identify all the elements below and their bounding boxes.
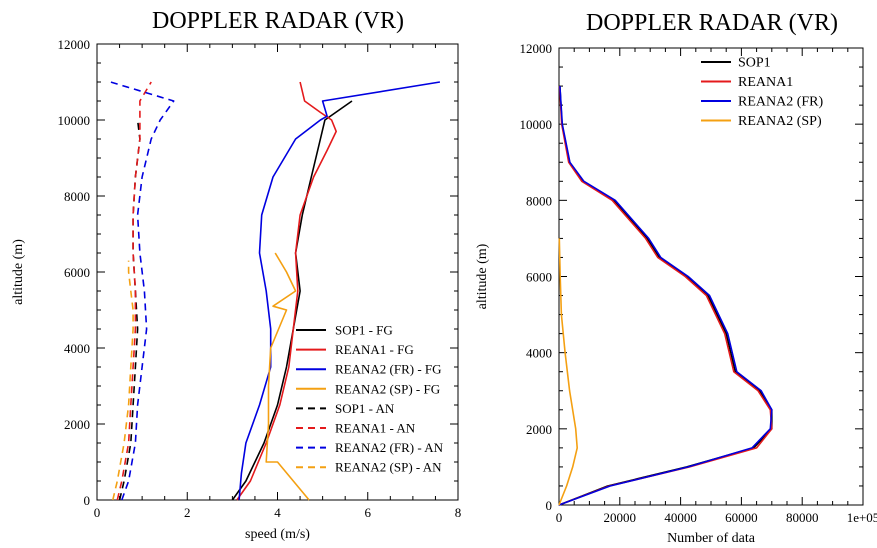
x-tick-label: 40000 <box>664 510 697 525</box>
x-tick-label: 80000 <box>786 510 819 525</box>
legend-label: REANA2 (FR) - AN <box>335 440 444 455</box>
right-chart-panel: DOPPLER RADAR (VR)0 20000 40000 60000 80000 1… <box>475 10 877 546</box>
series-line-reana2-fr-fg <box>238 81 441 501</box>
x-tick-label: 8 <box>455 505 462 520</box>
legend-label: REANA2 (SP) - AN <box>335 460 442 475</box>
y-tick-label: 8000 <box>526 193 552 208</box>
series-line-reana2-sp-fg <box>265 252 310 501</box>
y-tick-label: 0 <box>84 493 91 508</box>
series-line-sop1-an <box>118 119 141 501</box>
y-tick-label: 8000 <box>64 189 90 204</box>
chart-title: DOPPLER RADAR (VR) <box>152 8 404 34</box>
legend-label: REANA2 (SP) - FG <box>335 381 440 396</box>
legend-label: SOP1 - FG <box>335 323 393 338</box>
series-line-sop1 <box>558 86 773 506</box>
x-axis-label: Number of data <box>667 531 756 546</box>
series-line-reana2-sp <box>558 238 579 506</box>
series-line-reana2-fr-an <box>110 81 175 501</box>
y-tick-label: 4000 <box>64 341 90 356</box>
left-chart-panel: DOPPLER RADAR (VR) 0 2 4 6 8 0 2000 4000 6000 8000… <box>11 8 461 542</box>
legend: SOP1 REANA1 REANA2 (FR) REANA2 (SP) <box>701 56 824 129</box>
x-tick-label: 1e+05 <box>847 510 877 525</box>
y-tick-label: 6000 <box>526 270 552 285</box>
series-line-reana1 <box>558 86 773 506</box>
y-tick-label: 4000 <box>526 346 552 361</box>
x-tick-label: 2 <box>184 505 191 520</box>
series-line-sop1-fg <box>231 100 353 501</box>
legend-label: REANA1 - AN <box>335 421 416 436</box>
chart-title: DOPPLER RADAR (VR) <box>586 10 838 36</box>
y-tick-label: 10000 <box>58 113 91 128</box>
legend-label: REANA2 (FR) - FG <box>335 362 442 377</box>
legend-label: SOP1 - AN <box>335 401 395 416</box>
x-tick-label: 6 <box>365 505 372 520</box>
y-tick-label: 2000 <box>526 422 552 437</box>
y-tick-label: 2000 <box>64 417 90 432</box>
legend-label: REANA1 - FG <box>335 342 414 357</box>
y-tick-label: 6000 <box>64 265 90 280</box>
legend: SOP1 - FG REANA1 - FG REANA2 (FR) - FG REAN… <box>296 323 444 475</box>
x-tick-label: 20000 <box>604 510 637 525</box>
series-line-reana2-fr <box>558 86 773 506</box>
x-tick-label: 0 <box>556 510 563 525</box>
y-tick-label: 0 <box>546 498 553 513</box>
y-tick-label: 12000 <box>520 41 553 56</box>
legend-label: REANA2 (FR) <box>738 95 824 110</box>
x-tick-label: 0 <box>94 505 101 520</box>
y-axis-label: altitude (m) <box>475 243 490 309</box>
x-axis-label: speed (m/s) <box>245 527 310 542</box>
series-line-reana1-an <box>116 81 152 501</box>
x-tick-label: 60000 <box>725 510 758 525</box>
y-axis-label: altitude (m) <box>11 239 26 305</box>
x-tick-label: 4 <box>274 505 281 520</box>
series-line-reana1-fg <box>236 81 338 501</box>
legend-label: SOP1 <box>738 56 771 71</box>
legend-label: REANA2 (SP) <box>738 114 822 129</box>
y-tick-label: 10000 <box>520 117 553 132</box>
series-line-reana2-sp-an <box>112 260 134 501</box>
y-tick-label: 12000 <box>58 37 91 52</box>
legend-label: REANA1 <box>738 75 793 90</box>
